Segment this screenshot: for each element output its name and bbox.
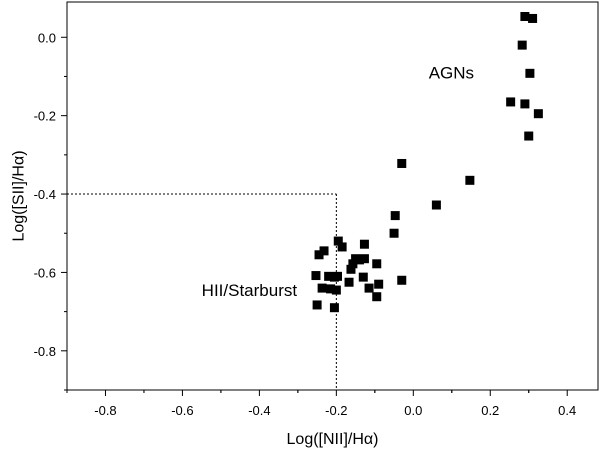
x-tick-label: 0.0 xyxy=(404,403,422,418)
data-point xyxy=(344,277,354,287)
data-point xyxy=(374,279,384,289)
agn-region-label: AGNs xyxy=(429,63,474,82)
data-point xyxy=(397,275,407,285)
data-point xyxy=(372,259,382,269)
y-tick-label: -0.8 xyxy=(34,344,56,359)
data-point xyxy=(528,13,538,23)
y-tick-label: -0.2 xyxy=(34,109,56,124)
plot-frame xyxy=(66,1,599,391)
data-point xyxy=(465,175,475,185)
y-tick-label: -0.4 xyxy=(34,187,56,202)
data-point xyxy=(348,259,358,269)
data-point xyxy=(354,255,364,265)
data-point xyxy=(319,246,329,256)
data-point xyxy=(359,254,369,264)
x-tick-label: -0.2 xyxy=(325,403,347,418)
data-point xyxy=(311,271,321,281)
annotations: AGNs HII/Starburst xyxy=(202,63,474,300)
data-point xyxy=(333,271,343,281)
data-point xyxy=(359,239,369,249)
data-point xyxy=(317,283,327,293)
x-tick-label: 0.4 xyxy=(558,403,576,418)
data-points xyxy=(311,12,543,313)
data-point xyxy=(329,303,339,313)
x-axis-ticks: -0.8 -0.6 -0.4 -0.2 0.0 0.2 0.4 xyxy=(66,390,576,418)
axes xyxy=(66,1,599,391)
data-point xyxy=(390,211,400,221)
x-tick-label: 0.2 xyxy=(481,403,499,418)
data-point xyxy=(312,300,322,310)
y-axis-label: Log([SII]/Hα) xyxy=(11,150,28,241)
y-tick-label: 0.0 xyxy=(38,30,56,45)
data-point xyxy=(524,131,534,141)
data-point xyxy=(314,250,324,260)
data-point xyxy=(364,283,374,293)
data-point xyxy=(431,200,441,210)
data-point xyxy=(372,292,382,302)
y-tick-label: -0.6 xyxy=(34,265,56,280)
data-point xyxy=(520,99,530,109)
data-point xyxy=(517,40,527,50)
starburst-region-label: HII/Starburst xyxy=(202,281,298,300)
data-point xyxy=(333,236,343,246)
data-point xyxy=(506,97,516,107)
data-point xyxy=(397,158,407,168)
data-point xyxy=(326,284,336,294)
data-point xyxy=(331,285,341,295)
x-axis-label: Log([NII]/Hα) xyxy=(287,431,379,448)
data-point xyxy=(533,109,543,119)
data-point xyxy=(346,264,356,274)
data-point xyxy=(358,272,368,282)
x-tick-label: -0.4 xyxy=(248,403,270,418)
data-point xyxy=(337,242,347,252)
data-point xyxy=(520,12,530,22)
x-tick-label: -0.6 xyxy=(171,403,193,418)
data-point xyxy=(324,271,334,281)
data-point xyxy=(525,68,535,78)
data-point xyxy=(389,228,399,238)
x-tick-label: -0.8 xyxy=(94,403,116,418)
y-axis-ticks: 0.0 -0.2 -0.4 -0.6 -0.8 xyxy=(34,30,67,391)
